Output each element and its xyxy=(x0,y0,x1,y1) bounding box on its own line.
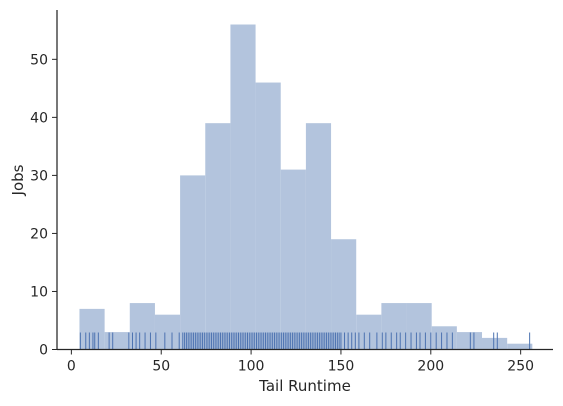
histogram-bar xyxy=(205,123,231,350)
histogram-bar xyxy=(331,239,357,350)
histogram-bar xyxy=(154,314,181,350)
y-axis-ticks: 0 10 20 30 40 50 xyxy=(30,52,57,359)
x-tick-label: 0 xyxy=(67,359,76,375)
y-tick-label: 20 xyxy=(30,226,48,242)
histogram-bar xyxy=(255,82,281,350)
histogram-bar xyxy=(230,24,256,350)
histogram-bar xyxy=(431,326,457,350)
x-axis-label: Tail Runtime xyxy=(258,377,351,395)
x-tick-label: 250 xyxy=(507,359,534,375)
y-tick-label: 10 xyxy=(30,284,48,300)
x-tick-label: 150 xyxy=(328,359,355,375)
histogram-bar xyxy=(180,175,206,350)
histogram-bar xyxy=(129,303,155,350)
histogram-bar xyxy=(482,337,508,350)
histogram-bar xyxy=(305,123,332,350)
x-tick-label: 50 xyxy=(152,359,170,375)
histogram-bar xyxy=(79,308,105,350)
y-tick-label: 0 xyxy=(39,343,48,359)
histogram-bar xyxy=(406,303,432,350)
y-tick-label: 40 xyxy=(30,110,48,126)
histogram-bar xyxy=(104,332,130,350)
histogram-bars xyxy=(79,24,533,350)
x-tick-label: 100 xyxy=(238,359,265,375)
rug-marks xyxy=(79,332,531,350)
y-tick-label: 30 xyxy=(30,168,48,184)
y-axis-label: Jobs xyxy=(9,164,27,196)
histogram-bar xyxy=(356,314,382,350)
x-axis-ticks: 0 50 100 150 200 250 xyxy=(67,349,534,375)
histogram-bar xyxy=(280,169,306,350)
y-tick-label: 50 xyxy=(30,52,48,68)
x-tick-label: 200 xyxy=(417,359,444,375)
histogram-bar xyxy=(456,332,483,350)
histogram-bar xyxy=(381,303,407,350)
histogram-bar xyxy=(507,343,533,350)
